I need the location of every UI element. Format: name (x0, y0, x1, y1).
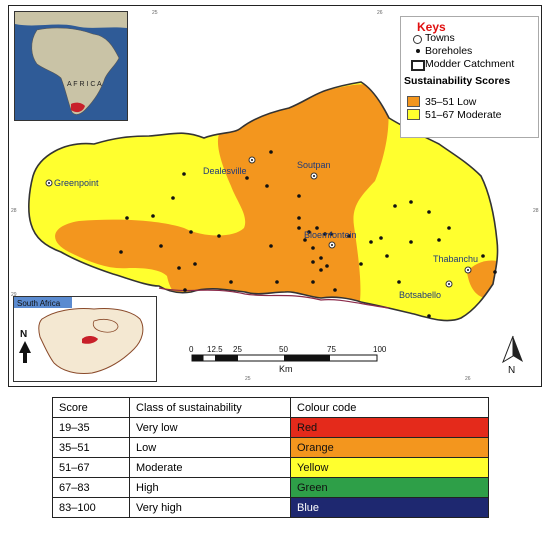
town-label-greenpoint: Greenpoint (54, 178, 99, 188)
inset-north-label: N (20, 329, 27, 340)
legend-class-swatch (407, 109, 420, 120)
legend-towns-label: Towns (425, 32, 455, 44)
legend-keys-title: Keys (417, 20, 446, 34)
borehole-points (119, 150, 497, 318)
table-row: 35–51 Low Orange (52, 437, 489, 458)
catchment-map: 25 26 28 29 25 26 28 (11, 10, 539, 382)
table-cell-colour-code: Yellow (290, 457, 489, 478)
map-legend: Keys Towns Boreholes Modder Catchment Su… (400, 16, 539, 138)
legend-class-item: 51–67 Moderate (407, 108, 501, 121)
table-cell-score: 83–100 (52, 497, 130, 518)
table-header-row: Score Class of sustainability Colour cod… (52, 397, 489, 418)
table-cell-class: High (129, 477, 291, 498)
scale-unit: Km (279, 364, 293, 374)
table-cell-class: Very high (129, 497, 291, 518)
table-cell-colour-code: Red (290, 417, 489, 438)
legend-class-swatch (407, 96, 420, 107)
town-icon (413, 35, 422, 44)
header-score: Score (52, 397, 130, 418)
header-colour-code: Colour code (290, 397, 489, 418)
table-cell-score: 51–67 (52, 457, 130, 478)
scale-tick-75: 75 (327, 345, 336, 354)
scale-tick-50: 50 (279, 345, 288, 354)
table-cell-colour-code: Orange (290, 437, 489, 458)
legend-boreholes-label: Boreholes (425, 45, 473, 57)
scale-tick-0: 0 (189, 345, 194, 354)
table-body: 19–35 Very low Red 35–51 Low Orange 51–67 Moder… (52, 417, 489, 518)
graticule-left-1: 28 (11, 208, 17, 214)
graticule-top-2: 26 (377, 10, 383, 16)
town-label-bloemfontein: Bloemfontein (304, 230, 357, 240)
table-cell-score: 19–35 (52, 417, 130, 438)
scale-tick-100: 100 (373, 345, 387, 354)
scale-bar: 0 12.5 25 50 75 100 Km (189, 345, 387, 374)
catchment-outline (28, 81, 499, 322)
legend-class-label: 35–51 Low (425, 95, 477, 108)
africa-locator-inset: A F R I C A (14, 11, 128, 121)
legend-classes: 35–51 Low 51–67 Moderate (407, 95, 501, 121)
table-cell-colour-code: Green (290, 477, 489, 498)
scale-tick-25: 25 (233, 345, 242, 354)
legend-scores-title: Sustainability Scores (404, 75, 511, 87)
modder-catchment-highlight (82, 336, 98, 344)
north-label: N (508, 365, 515, 376)
borehole-icon (416, 49, 420, 53)
africa-continent (31, 27, 120, 115)
town-label-thabanchu: Thabanchu (433, 254, 478, 264)
graticule-right-1: 28 (533, 208, 539, 214)
graticule-left-2: 29 (11, 292, 17, 298)
legend-catchment-label: Modder Catchment (425, 58, 515, 70)
scale-tick-12-5: 12.5 (207, 345, 223, 354)
town-label-dealesville: Dealesville (203, 166, 247, 176)
low-zone-east (467, 260, 498, 298)
score-table: Score Class of sustainability Colour cod… (52, 397, 489, 518)
table-row: 67–83 High Green (52, 477, 489, 498)
table-row: 19–35 Very low Red (52, 417, 489, 438)
graticule-top-1: 25 (152, 10, 158, 16)
graticule-bottom-1: 25 (245, 376, 251, 382)
header-class: Class of sustainability (129, 397, 291, 418)
africa-label: A F R I C A (67, 81, 102, 88)
graticule-bottom-2: 26 (465, 376, 471, 382)
table-cell-colour-code: Blue (290, 497, 489, 518)
south-africa-locator-inset: South Africa N (13, 296, 157, 382)
legend-class-label: 51–67 Moderate (425, 108, 502, 121)
table-row: 51–67 Moderate Yellow (52, 457, 489, 478)
town-label-botsabello: Botsabello (399, 290, 441, 300)
town-label-soutpan: Soutpan (297, 160, 331, 170)
legend-class-item: 35–51 Low (407, 95, 501, 108)
low-zone-central (55, 84, 389, 316)
table-row: 83–100 Very high Blue (52, 497, 489, 518)
inset-north-arrow-icon (19, 341, 31, 363)
town-centres (48, 159, 469, 285)
north-arrow-icon: N (502, 335, 523, 376)
table-cell-class: Moderate (129, 457, 291, 478)
table-cell-class: Very low (129, 417, 291, 438)
south-africa-label-box (14, 297, 72, 308)
south-africa-highlight (71, 102, 85, 113)
table-cell-class: Low (129, 437, 291, 458)
river-line (158, 287, 390, 309)
map-frame: 25 26 28 29 25 26 28 (8, 5, 542, 387)
south-africa-label: South Africa (17, 299, 61, 308)
catchment-icon (411, 60, 425, 71)
table-cell-score: 35–51 (52, 437, 130, 458)
table-cell-score: 67–83 (52, 477, 130, 498)
